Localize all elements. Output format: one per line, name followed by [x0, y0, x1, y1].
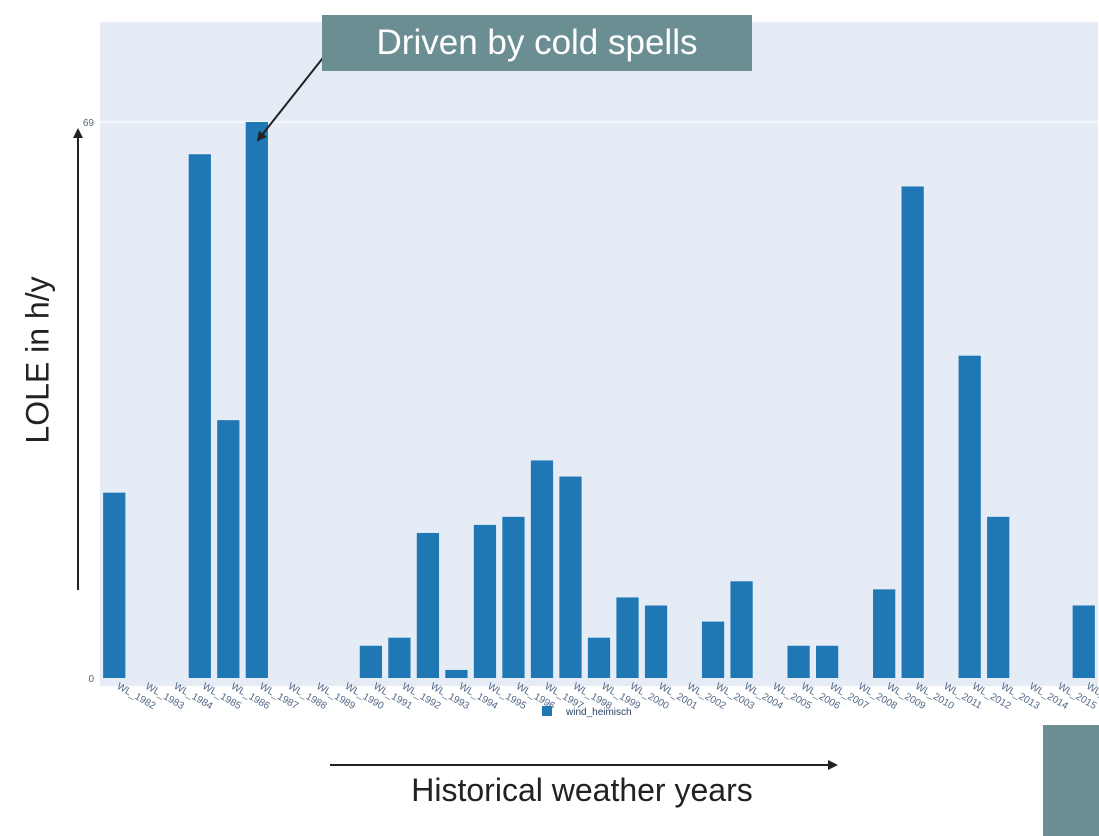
bar-wl-1992	[388, 638, 410, 678]
bar-wl-1997	[531, 460, 553, 678]
annotation-callout: Driven by cold spells	[322, 15, 752, 71]
x-axis-title: Historical weather years	[411, 772, 752, 809]
legend-swatch	[542, 706, 552, 716]
bar-wl-1982	[103, 493, 125, 678]
bar-wl-2009	[873, 589, 895, 678]
y-tick-top: 69	[83, 118, 95, 129]
decorative-corner-box	[1043, 725, 1099, 836]
bar-wl-2001	[645, 605, 667, 678]
bar-wl-2016	[1073, 605, 1095, 678]
y-axis-title: LOLE in h/y	[20, 276, 57, 443]
bar-wl-2007	[816, 646, 838, 678]
bar-wl-1993	[417, 533, 439, 678]
bar-wl-2006	[787, 646, 809, 678]
callout-pointer	[258, 54, 326, 140]
bar-wl-2013	[987, 517, 1009, 678]
bar-wl-1998	[559, 477, 581, 678]
bar-wl-1995	[474, 525, 496, 678]
bar-wl-1996	[502, 517, 524, 678]
bar-wl-2004	[730, 581, 752, 678]
bar-wl-1985	[189, 154, 211, 678]
y-tick-zero: 0	[88, 674, 94, 685]
bar-wl-1987	[246, 122, 268, 678]
bar-wl-2010	[902, 186, 924, 678]
bar-wl-1994	[445, 670, 467, 678]
bar-wl-2000	[616, 597, 638, 678]
bar-wl-1986	[217, 420, 239, 678]
bar-wl-2012	[959, 356, 981, 678]
bar-wl-1991	[360, 646, 382, 678]
bar-wl-2003	[702, 622, 724, 678]
legend-label: wind_heimisch	[565, 707, 632, 718]
bar-wl-1999	[588, 638, 610, 678]
